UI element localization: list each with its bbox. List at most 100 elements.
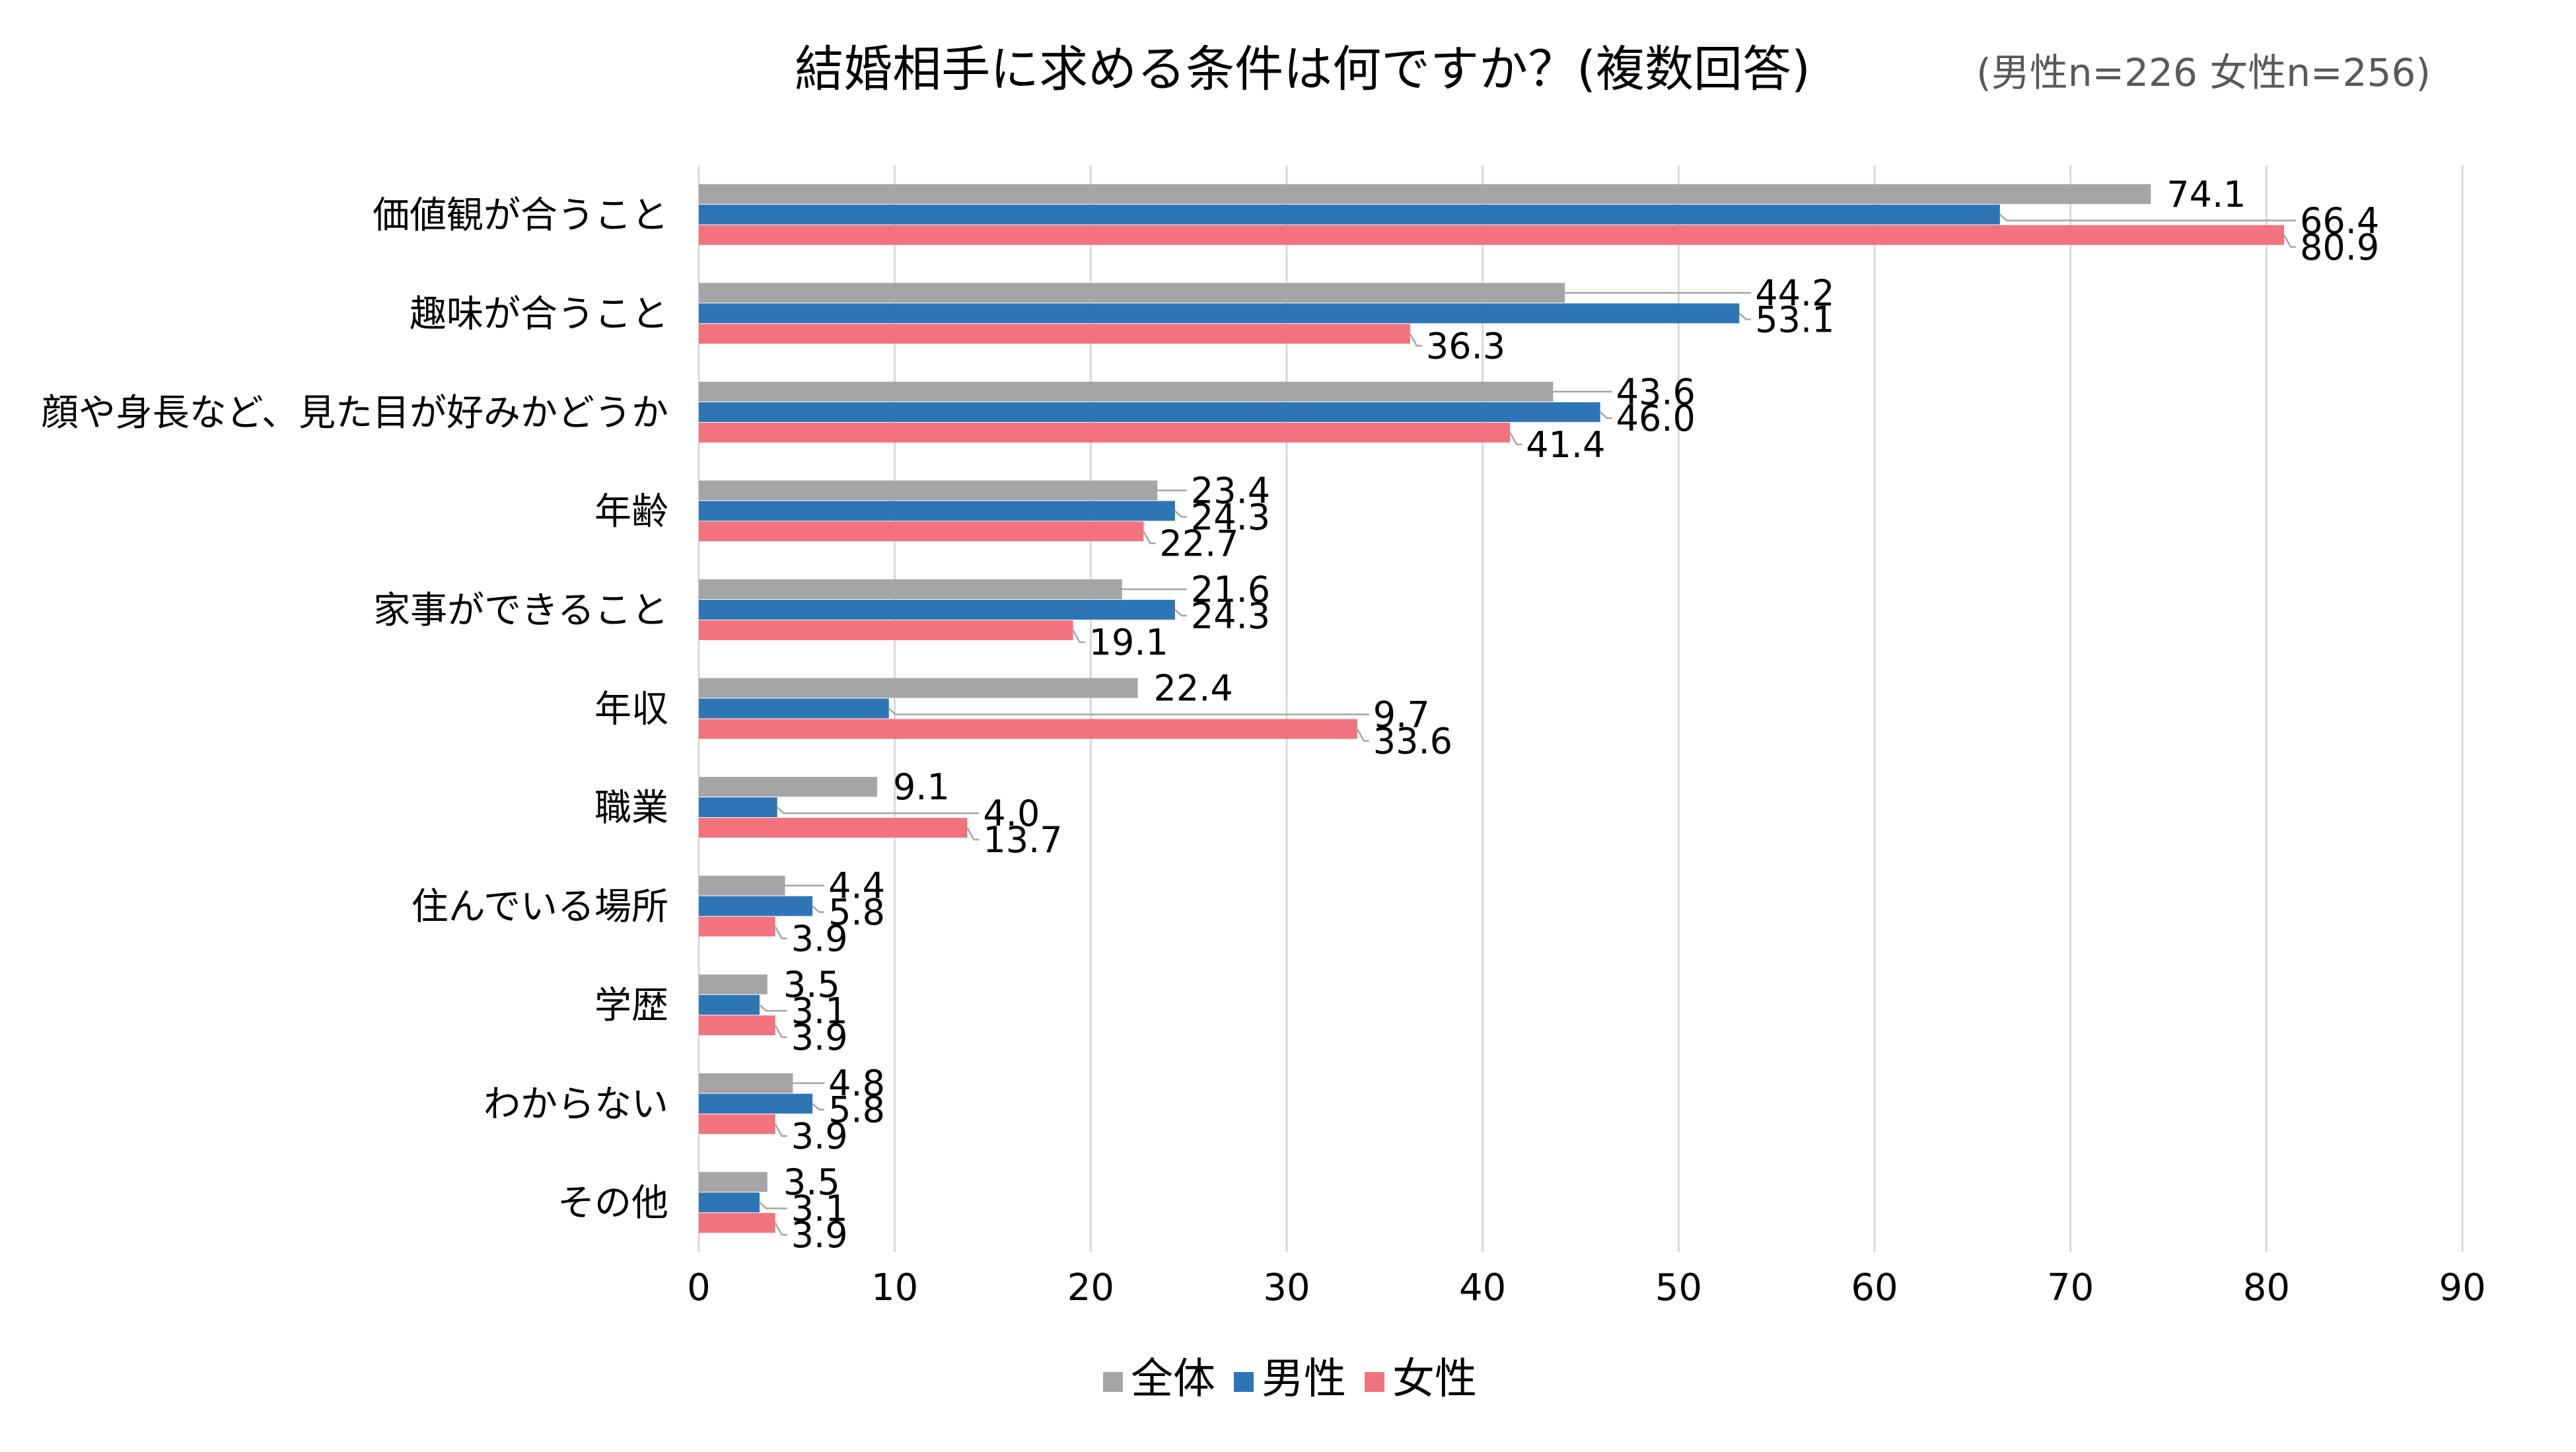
- bar-total: [699, 381, 1554, 402]
- legend-swatch: [1103, 1372, 1123, 1392]
- legend-label: 男性: [1262, 1355, 1346, 1404]
- data-label: 46.0: [1616, 398, 1696, 439]
- bar-male: [699, 896, 813, 916]
- x-tick-label: 30: [1263, 1266, 1310, 1309]
- data-label: 33.6: [1373, 721, 1452, 762]
- leader-line: [1738, 312, 1752, 320]
- bar-male: [699, 501, 1175, 521]
- category-label: 顔や身長など、見た目が好みかどうか: [42, 392, 668, 435]
- data-label: 80.9: [2300, 227, 2379, 268]
- bar-total: [699, 283, 1565, 303]
- bar-female: [699, 916, 775, 937]
- data-label: 3.9: [791, 1017, 848, 1058]
- category-label: 学歴: [594, 984, 668, 1027]
- leader-line: [1599, 411, 1612, 419]
- legend-label: 全体: [1131, 1355, 1215, 1404]
- data-label: 21.6: [1191, 569, 1270, 610]
- x-tick-label: 60: [1851, 1266, 1898, 1309]
- leader-line: [1999, 213, 2297, 222]
- bar-total: [699, 678, 1138, 698]
- leader-line: [1409, 333, 1422, 347]
- bar-female: [699, 324, 1410, 344]
- category-labels-layer: 価値観が合うこと趣味が合うこと顔や身長など、見た目が好みかどうか年齢家事ができる…: [42, 194, 668, 1225]
- bar-male: [699, 599, 1175, 620]
- data-label: 44.2: [1755, 272, 1834, 314]
- bar-total: [699, 1172, 768, 1192]
- leader-line: [759, 1202, 787, 1210]
- bar-female: [699, 225, 2285, 245]
- leader-line: [2283, 235, 2297, 248]
- data-label: 4.0: [983, 793, 1040, 834]
- bar-total: [699, 974, 768, 995]
- data-label: 4.8: [828, 1063, 885, 1105]
- bar-total: [699, 480, 1158, 501]
- category-label: 年収: [594, 688, 668, 731]
- data-label: 4.4: [828, 865, 885, 907]
- bar-total: [699, 777, 877, 797]
- category-label: 趣味が合うこと: [410, 293, 668, 336]
- leader-line: [888, 708, 1369, 715]
- legend: 全体 男性 女性: [1103, 1355, 1477, 1404]
- category-label: 年齢: [594, 490, 668, 533]
- data-labels-layer: 74.1 66.480.9 44.253.1 36.3 43.646.0 41.4 23.4…: [783, 174, 2379, 1256]
- leader-line: [774, 1025, 787, 1038]
- x-tick-label: 0: [687, 1266, 711, 1309]
- bar-total: [699, 1073, 793, 1093]
- data-label: 36.3: [1426, 325, 1505, 367]
- leader-line: [1174, 510, 1187, 518]
- leader-line: [1143, 530, 1156, 544]
- data-label: 66.4: [2300, 200, 2379, 242]
- data-label: 22.4: [1154, 668, 1233, 709]
- bar-male: [699, 402, 1600, 422]
- leader-line: [759, 1004, 787, 1012]
- bar-total: [699, 579, 1122, 599]
- leader-line: [776, 807, 980, 815]
- leader-line: [774, 926, 787, 939]
- category-label: 住んでいる場所: [411, 886, 668, 929]
- x-tick-label: 40: [1459, 1266, 1506, 1309]
- data-label: 13.7: [983, 819, 1062, 861]
- leader-line: [1509, 432, 1522, 446]
- bar-female: [699, 818, 968, 838]
- bars-layer: [699, 184, 2285, 1233]
- chart-subtitle: (男性n=226 女性n=256): [1976, 50, 2431, 95]
- x-tick-label: 10: [871, 1266, 918, 1309]
- bar-male: [699, 1192, 760, 1213]
- leader-line: [774, 1124, 787, 1137]
- data-label: 23.4: [1191, 470, 1270, 511]
- data-label: 24.3: [1191, 496, 1270, 538]
- bar-male: [699, 1093, 813, 1114]
- data-label: 53.1: [1755, 299, 1834, 340]
- data-label: 24.3: [1191, 595, 1270, 637]
- data-label: 3.1: [791, 990, 848, 1032]
- data-label: 3.5: [783, 964, 840, 1005]
- bar-female: [699, 620, 1073, 640]
- data-label: 74.1: [2166, 174, 2246, 215]
- gridlines: [698, 165, 2464, 1252]
- data-label: 9.7: [1373, 694, 1430, 736]
- data-label: 3.9: [791, 918, 848, 960]
- category-label: 家事ができること: [373, 589, 668, 632]
- x-tick-label: 70: [2047, 1266, 2094, 1309]
- leader-line: [966, 827, 980, 841]
- leader-lines-layer: [759, 213, 2297, 1236]
- category-label: その他: [557, 1182, 668, 1225]
- leader-line: [1072, 630, 1085, 643]
- data-label: 3.5: [783, 1161, 840, 1203]
- bar-male: [699, 797, 777, 818]
- bar-female: [699, 719, 1357, 739]
- bar-female: [699, 1213, 775, 1233]
- category-label: わからない: [483, 1083, 668, 1126]
- bar-female: [699, 1015, 775, 1036]
- category-label: 価値観が合うこと: [373, 194, 668, 237]
- x-tick-label: 90: [2439, 1266, 2486, 1309]
- x-tick-label: 80: [2243, 1266, 2290, 1309]
- category-label: 職業: [594, 787, 668, 830]
- bar-male: [699, 303, 1740, 324]
- bar-total: [699, 875, 785, 896]
- bar-male: [699, 698, 889, 719]
- data-label: 3.1: [791, 1188, 848, 1229]
- bar-male: [699, 204, 2000, 225]
